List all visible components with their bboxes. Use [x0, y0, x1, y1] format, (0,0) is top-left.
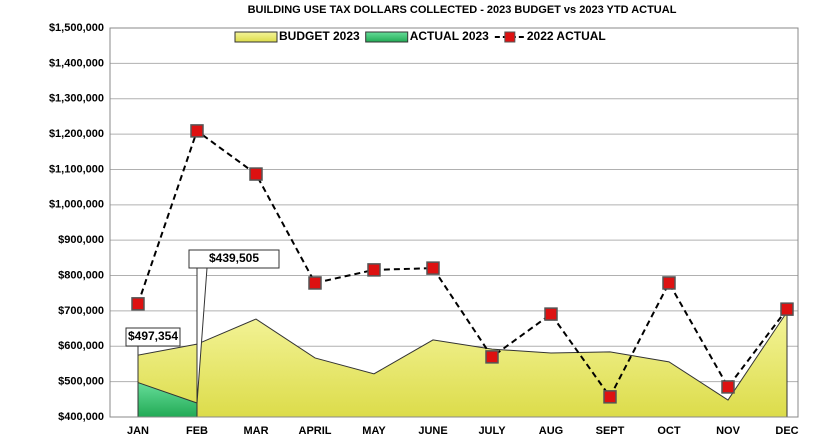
marker	[544, 307, 558, 321]
line	[137, 129, 788, 399]
marker	[662, 276, 676, 290]
callout-box	[188, 249, 280, 269]
marker	[131, 297, 145, 311]
x-tick-label: SEPT	[596, 425, 625, 437]
legend-label: BUDGET 2023	[279, 29, 360, 43]
x-tick-label: DEC	[775, 425, 798, 437]
x-tick-label: AUG	[539, 425, 563, 437]
legend-item: BUDGET 2023	[234, 29, 360, 43]
x-tick-label: MAY	[362, 425, 386, 437]
legend-label: ACTUAL 2023	[410, 29, 489, 43]
legend-swatch	[365, 31, 409, 43]
x-tick-label: APRIL	[299, 425, 332, 437]
y-tick-label: $1,500,000	[49, 22, 104, 34]
legend-item: ACTUAL 2023	[365, 29, 489, 43]
marker	[780, 302, 794, 316]
y-tick-label: $1,300,000	[49, 93, 104, 105]
y-tick-label: $1,200,000	[49, 128, 104, 140]
marker	[367, 263, 381, 277]
y-tick-label: $700,000	[58, 305, 104, 317]
marker	[721, 380, 735, 394]
y-tick-label: $1,000,000	[49, 199, 104, 211]
y-tick-label: $900,000	[58, 234, 104, 246]
marker	[603, 390, 617, 404]
x-tick-label: OCT	[657, 425, 681, 437]
plot-frame	[109, 27, 799, 418]
y-tick-label: $600,000	[58, 340, 104, 352]
y-tick-label: $800,000	[58, 269, 104, 281]
marker	[426, 261, 440, 275]
legend-item: 2022 ACTUAL	[494, 29, 606, 43]
marker	[190, 124, 204, 138]
x-tick-label: JUNE	[418, 425, 447, 437]
x-tick-label: MAR	[243, 425, 268, 437]
callout-box	[125, 327, 181, 347]
x-tick-label: JAN	[127, 425, 149, 437]
y-tick-label: $400,000	[58, 411, 104, 423]
legend-label: 2022 ACTUAL	[527, 29, 606, 43]
data-label: $439,505	[209, 251, 259, 265]
marker	[485, 350, 499, 364]
x-tick-label: NOV	[716, 425, 741, 437]
y-tick-label: $1,400,000	[49, 57, 104, 69]
chart-title: BUILDING USE TAX DOLLARS COLLECTED - 202…	[248, 4, 677, 16]
legend-swatch	[234, 31, 278, 43]
y-tick-label: $500,000	[58, 376, 104, 388]
legend-marker	[504, 31, 516, 43]
y-tick-label: $1,100,000	[49, 163, 104, 175]
marker	[308, 276, 322, 290]
area	[137, 310, 788, 418]
data-label: $497,354	[128, 329, 178, 343]
x-tick-label: FEB	[186, 425, 208, 437]
x-tick-label: JULY	[478, 425, 506, 437]
marker	[249, 167, 263, 181]
